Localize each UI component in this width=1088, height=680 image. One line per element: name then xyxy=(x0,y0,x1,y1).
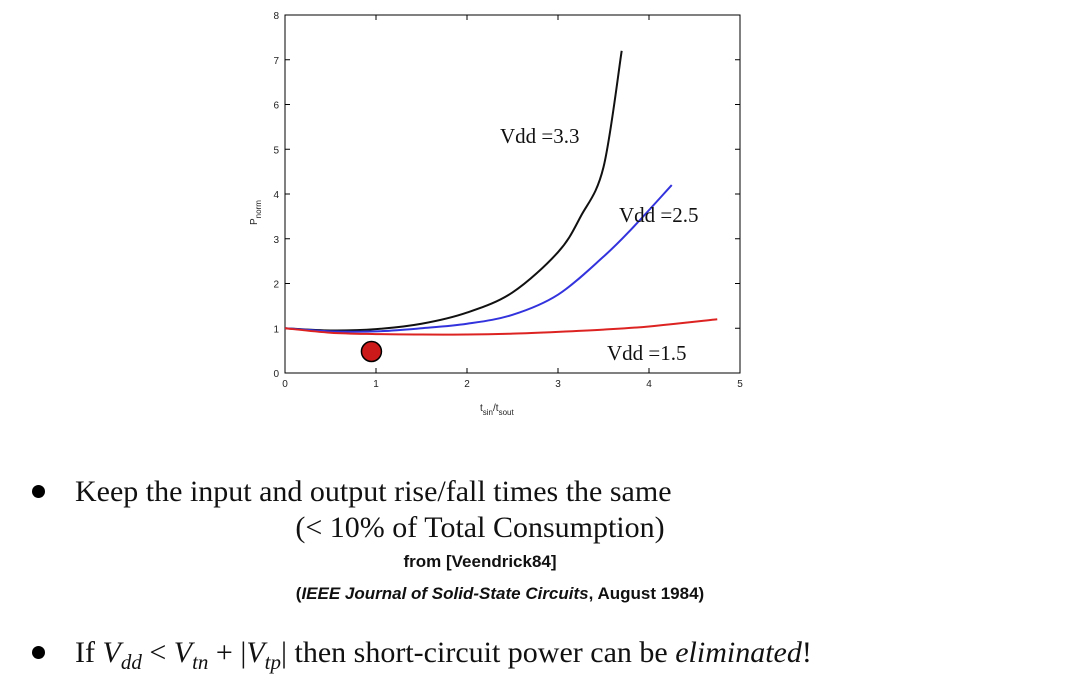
abs-bar-right: | xyxy=(281,636,288,669)
y-tick-label: 0 xyxy=(273,369,279,380)
v-symbol: V xyxy=(246,636,265,669)
x-tick-label: 1 xyxy=(373,379,379,390)
x-axis-label: tsin/tsout xyxy=(480,403,514,417)
journal-name: IEEE Journal of Solid-State Circuits xyxy=(301,584,589,603)
bullet-2: If Vdd < Vtn + |Vtp| then short-circuit … xyxy=(32,636,812,679)
consumption-note: (< 10% of Total Consumption) xyxy=(295,511,665,544)
x-tick-label: 2 xyxy=(464,379,470,390)
citation-date: , August 1984) xyxy=(588,584,705,603)
series-line-0 xyxy=(284,50,623,332)
chart-area: 0 1 2 3 4 5 0 1 2 3 4 5 6 7 8 tsin/tsout Pnorm Vdd =3.… xyxy=(249,11,743,417)
x-tick-label: 4 xyxy=(646,379,652,390)
series-label-vdd-1-5: Vdd =1.5 xyxy=(607,341,687,365)
y-tick-label: 1 xyxy=(273,324,279,335)
bullet-dot-icon xyxy=(32,645,45,659)
series-label-vdd-2-5: Vdd =2.5 xyxy=(619,203,699,227)
exclamation: ! xyxy=(801,636,812,669)
vdd-subscript: dd xyxy=(120,650,142,674)
bullet-1-text: Keep the input and output rise/fall time… xyxy=(75,475,672,508)
v-symbol: V xyxy=(173,636,193,669)
vtp-subscript: tp xyxy=(264,650,282,674)
citation-line: (IEEE Journal of Solid-State Circuits, A… xyxy=(0,584,1000,604)
series-line-1 xyxy=(284,184,673,333)
y-tick-label: 8 xyxy=(273,11,279,22)
less-than: < xyxy=(141,636,174,669)
y-axis-label: Pnorm xyxy=(249,200,263,225)
highlight-marker xyxy=(360,340,383,363)
y-tick-label: 4 xyxy=(273,190,279,201)
y-tick-label: 7 xyxy=(273,56,279,67)
bullet-1-subtext: (< 10% of Total Consumption) xyxy=(0,511,960,545)
b2-then: then short-circuit power can be xyxy=(287,636,676,669)
citation-open: ( xyxy=(295,584,302,603)
plus-sign: + xyxy=(208,636,241,669)
y-tick-label: 2 xyxy=(273,280,279,291)
source-line: from [Veendrick84] xyxy=(0,552,960,572)
v-symbol: V xyxy=(102,636,121,669)
bullet-dot-icon xyxy=(32,484,45,498)
axis-ticks: 0 1 2 3 4 5 0 1 2 3 4 5 6 7 8 xyxy=(273,11,743,390)
series-label-vdd-3-3: Vdd =3.3 xyxy=(500,124,580,148)
vtn-subscript: tn xyxy=(192,650,209,674)
eliminated-word: eliminated xyxy=(675,636,802,669)
x-tick-label: 0 xyxy=(282,379,288,390)
x-tick-label: 3 xyxy=(555,379,561,390)
series-line-2 xyxy=(284,318,718,336)
y-tick-label: 6 xyxy=(273,101,279,112)
bullet-1: Keep the input and output rise/fall time… xyxy=(32,475,672,509)
y-tick-label: 3 xyxy=(273,235,279,246)
b2-if: If xyxy=(75,636,103,669)
source-text: from [Veendrick84] xyxy=(403,552,557,571)
abs-bar-left: | xyxy=(240,636,247,669)
plot-frame xyxy=(284,14,741,374)
y-tick-label: 5 xyxy=(273,145,279,156)
series-lines xyxy=(284,50,718,363)
x-tick-label: 5 xyxy=(737,379,743,390)
